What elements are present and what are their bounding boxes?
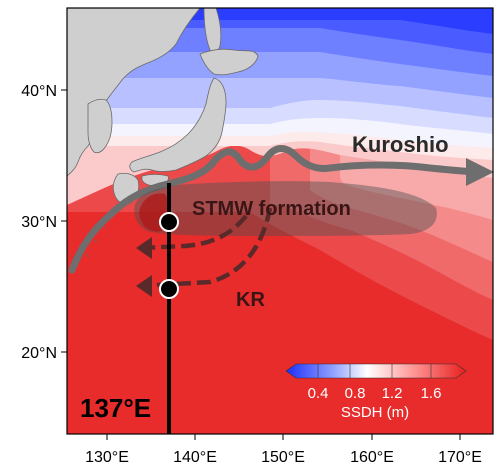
lat-tick-30: 30°N: [21, 214, 57, 231]
longitude-tick-labels: 130°E 140°E 150°E 160°E 170°E: [85, 449, 482, 466]
lat-tick-40: 40°N: [21, 83, 57, 100]
stmw-formation-region: [134, 181, 437, 236]
lat-tick-20: 20°N: [21, 345, 57, 362]
station-marker-25n: [159, 279, 179, 299]
colorbar-bar: [285, 363, 467, 379]
kr-arrowhead-lower: [136, 275, 152, 297]
land-hokkaido: [199, 48, 259, 76]
stmw-formation-label: STMW formation: [192, 198, 351, 220]
colorbar-tick-3: 1.6: [421, 385, 442, 402]
colorbar-title: SSDH (m): [341, 404, 409, 421]
kuroshio-path: [68, 145, 494, 274]
axis-ticks: [61, 89, 461, 440]
lon-tick-130: 130°E: [85, 449, 129, 466]
kuroshio-label: Kuroshio: [352, 132, 449, 157]
kr-label: KR: [236, 289, 265, 311]
kr-arrow-upper: [139, 214, 248, 251]
colorbar-tick-1: 0.8: [345, 385, 366, 402]
land-honshu: [129, 77, 227, 173]
station-marker-30n: [159, 212, 179, 232]
lon-tick-170: 170°E: [438, 449, 482, 466]
lon-tick-160: 160°E: [350, 449, 394, 466]
lon-tick-140: 140°E: [173, 449, 217, 466]
latitude-tick-labels: 40°N 30°N 20°N: [21, 83, 57, 362]
colorbar-tick-0: 0.4: [308, 385, 329, 402]
kr-arrowhead-upper: [136, 237, 152, 259]
section-label: 137°E: [80, 393, 151, 423]
colorbar: 0.4 0.8 1.2 1.6 SSDH (m): [285, 363, 467, 421]
kr-recirculation-arrows: [139, 207, 273, 289]
land-korea: [87, 98, 113, 154]
lon-tick-150: 150°E: [261, 449, 305, 466]
colorbar-tick-2: 1.2: [382, 385, 403, 402]
